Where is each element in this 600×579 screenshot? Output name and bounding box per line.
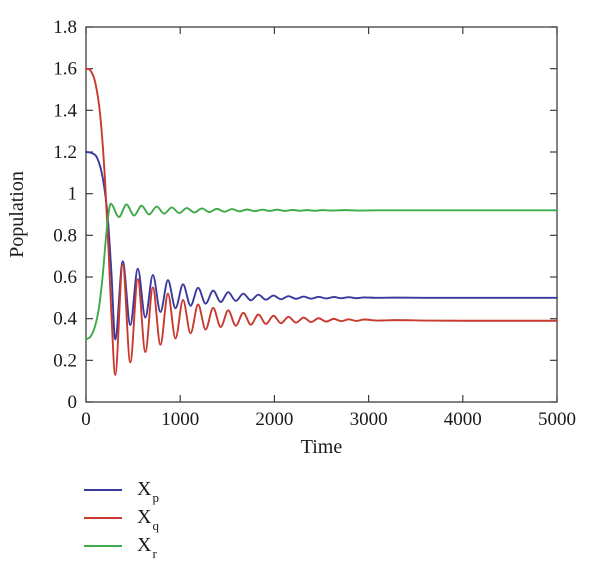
legend-item-q: Xq	[84, 504, 159, 533]
x-tick-label: 1000	[161, 409, 199, 430]
y-tick-label: 0.8	[53, 225, 77, 246]
y-tick-label: 0.6	[53, 267, 77, 288]
plot-area: 0 1000 2000 3000 4000 5000 0 0.2 0.4 0.6 0.8 1 1.2 1.…	[6, 17, 576, 458]
x-axis-label: Time	[301, 436, 343, 458]
x-tick-label: 4000	[444, 409, 482, 430]
y-tick-label: 1	[68, 184, 78, 205]
x-tick-label: 5000	[538, 409, 576, 430]
legend-item-p: Xp	[84, 476, 159, 505]
x-tick-label: 3000	[350, 409, 388, 430]
y-tick-label: 0.4	[53, 309, 77, 330]
legend-item-r: Xr	[84, 532, 158, 560]
y-tick-label: 0	[68, 392, 78, 413]
y-tick-label: 0.2	[53, 350, 77, 371]
legend: Xp Xq Xr	[84, 476, 159, 560]
legend-line-swatch-r	[84, 545, 122, 547]
legend-label-r: Xr	[137, 533, 157, 561]
legend-line-swatch-q	[84, 517, 122, 519]
x-tick-label: 0	[81, 409, 91, 430]
y-axis-label: Population	[6, 171, 28, 258]
legend-line-swatch-p	[84, 489, 122, 491]
x-tick-label: 2000	[255, 409, 293, 430]
legend-label-q: Xq	[137, 505, 159, 533]
y-tick-label: 1.8	[53, 17, 77, 38]
series-line-r	[85, 202, 558, 341]
y-tick-label: 1.2	[53, 142, 77, 163]
y-tick-label: 1.6	[53, 59, 77, 80]
series-line-q	[85, 67, 558, 376]
legend-label-p: Xp	[137, 477, 159, 505]
y-tick-label: 1.4	[53, 100, 77, 121]
axes-box	[85, 26, 558, 403]
